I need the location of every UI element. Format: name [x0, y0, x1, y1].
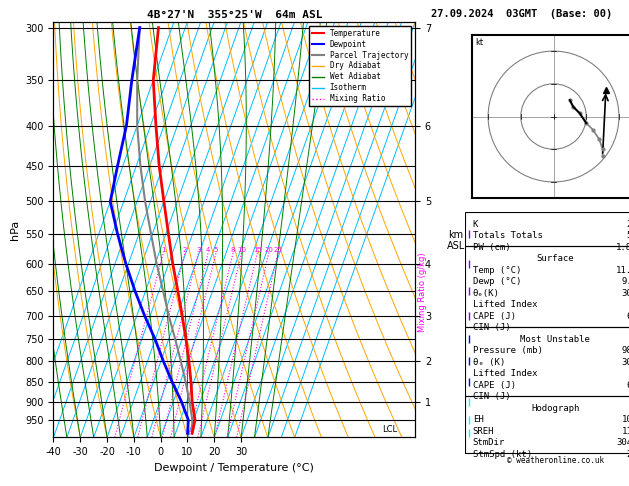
Text: 8: 8: [231, 247, 235, 253]
Text: © weatheronline.co.uk: © weatheronline.co.uk: [506, 456, 604, 465]
Text: Surface: Surface: [537, 254, 574, 263]
Text: 1: 1: [161, 247, 165, 253]
Text: CIN (J): CIN (J): [472, 323, 510, 332]
Text: 20: 20: [264, 247, 273, 253]
Text: Hodograph: Hodograph: [531, 404, 579, 413]
Text: 306: 306: [621, 289, 629, 298]
Text: 15: 15: [253, 247, 262, 253]
Text: 66: 66: [627, 381, 629, 390]
Text: 11.2: 11.2: [616, 266, 629, 275]
Text: θₑ(K): θₑ(K): [472, 289, 499, 298]
Text: StmDir: StmDir: [472, 438, 505, 447]
Text: kt: kt: [475, 38, 483, 47]
Bar: [465, 327, 629, 396]
Text: 988: 988: [621, 346, 629, 355]
Text: K: K: [472, 220, 478, 228]
Text: 1.89: 1.89: [616, 243, 629, 252]
Text: CIN (J): CIN (J): [472, 392, 510, 401]
Text: 66: 66: [627, 312, 629, 321]
Text: 104: 104: [621, 416, 629, 424]
Text: Lifted Index: Lifted Index: [472, 369, 537, 378]
Text: Pressure (mb): Pressure (mb): [472, 346, 542, 355]
Text: θₑ (K): θₑ (K): [472, 358, 505, 367]
Legend: Temperature, Dewpoint, Parcel Trajectory, Dry Adiabat, Wet Adiabat, Isotherm, Mi: Temperature, Dewpoint, Parcel Trajectory…: [309, 26, 411, 106]
Text: LCL: LCL: [382, 425, 397, 434]
Text: 119: 119: [621, 427, 629, 436]
Text: Lifted Index: Lifted Index: [472, 300, 537, 309]
Text: 304°: 304°: [616, 438, 629, 447]
Text: 306: 306: [621, 358, 629, 367]
Text: 10: 10: [237, 247, 246, 253]
Bar: [465, 396, 629, 453]
Text: Most Unstable: Most Unstable: [520, 335, 590, 344]
Text: StmSpd (kt): StmSpd (kt): [472, 450, 532, 459]
Text: 25: 25: [274, 247, 282, 253]
Text: Dewp (°C): Dewp (°C): [472, 277, 521, 286]
Bar: [465, 246, 629, 327]
Text: 9.5: 9.5: [621, 277, 629, 286]
Text: CAPE (J): CAPE (J): [472, 381, 516, 390]
Text: 3: 3: [196, 247, 201, 253]
Y-axis label: km
ASL: km ASL: [447, 230, 465, 251]
Text: CAPE (J): CAPE (J): [472, 312, 516, 321]
Text: PW (cm): PW (cm): [472, 243, 510, 252]
Bar: [465, 211, 629, 246]
Text: Mixing Ratio (g/kg): Mixing Ratio (g/kg): [418, 252, 427, 332]
Text: SREH: SREH: [472, 427, 494, 436]
Text: Temp (°C): Temp (°C): [472, 266, 521, 275]
Text: 27.09.2024  03GMT  (Base: 00): 27.09.2024 03GMT (Base: 00): [431, 9, 613, 19]
Text: Totals Totals: Totals Totals: [472, 231, 542, 240]
Text: EH: EH: [472, 416, 483, 424]
Text: 2: 2: [182, 247, 187, 253]
Text: 50: 50: [627, 231, 629, 240]
Text: 23: 23: [627, 450, 629, 459]
Text: 5: 5: [214, 247, 218, 253]
Title: 4B°27'N  355°25'W  64m ASL: 4B°27'N 355°25'W 64m ASL: [147, 10, 322, 20]
Text: 4: 4: [206, 247, 210, 253]
Text: 26: 26: [627, 220, 629, 228]
Y-axis label: hPa: hPa: [9, 220, 19, 240]
X-axis label: Dewpoint / Temperature (°C): Dewpoint / Temperature (°C): [154, 463, 314, 473]
